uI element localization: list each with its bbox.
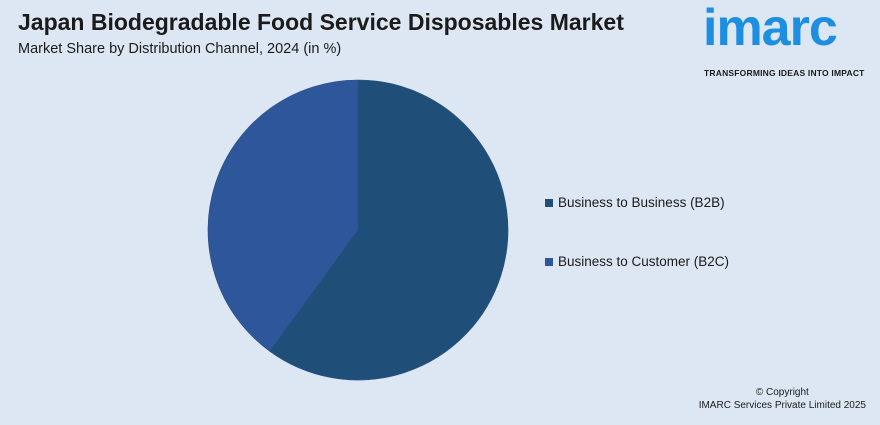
legend-label-b2c: Business to Customer (B2C) bbox=[558, 254, 730, 269]
copyright: © Copyright IMARC Services Private Limit… bbox=[699, 386, 866, 412]
copyright-line-2: IMARC Services Private Limited 2025 bbox=[698, 400, 866, 411]
legend-item-b2c: Business to Customer (B2C) bbox=[545, 254, 729, 269]
legend-swatch-b2b bbox=[545, 198, 553, 207]
legend-item-b2b: Business to Business (B2B) bbox=[545, 195, 729, 210]
legend-label-b2b: Business to Business (B2B) bbox=[558, 195, 725, 210]
pie-slice-b2c bbox=[207, 79, 359, 352]
legend: Business to Business (B2B) Business to C… bbox=[545, 195, 729, 313]
chart-subtitle: Market Share by Distribution Channel, 20… bbox=[18, 41, 342, 57]
logo-tagline: TRANSFORMING IDEAS INTO IMPACT bbox=[704, 68, 865, 78]
pie-slice-b2b bbox=[269, 79, 509, 381]
copyright-line-1: © Copyright bbox=[755, 387, 809, 398]
legend-swatch-b2c bbox=[545, 257, 553, 266]
imarc-logo: imarc TRANSFORMING IDEAS INTO IMPACT bbox=[703, 2, 873, 82]
logo-wordmark: imarc bbox=[703, 0, 838, 57]
chart-title: Japan Biodegradable Food Service Disposa… bbox=[18, 9, 624, 35]
